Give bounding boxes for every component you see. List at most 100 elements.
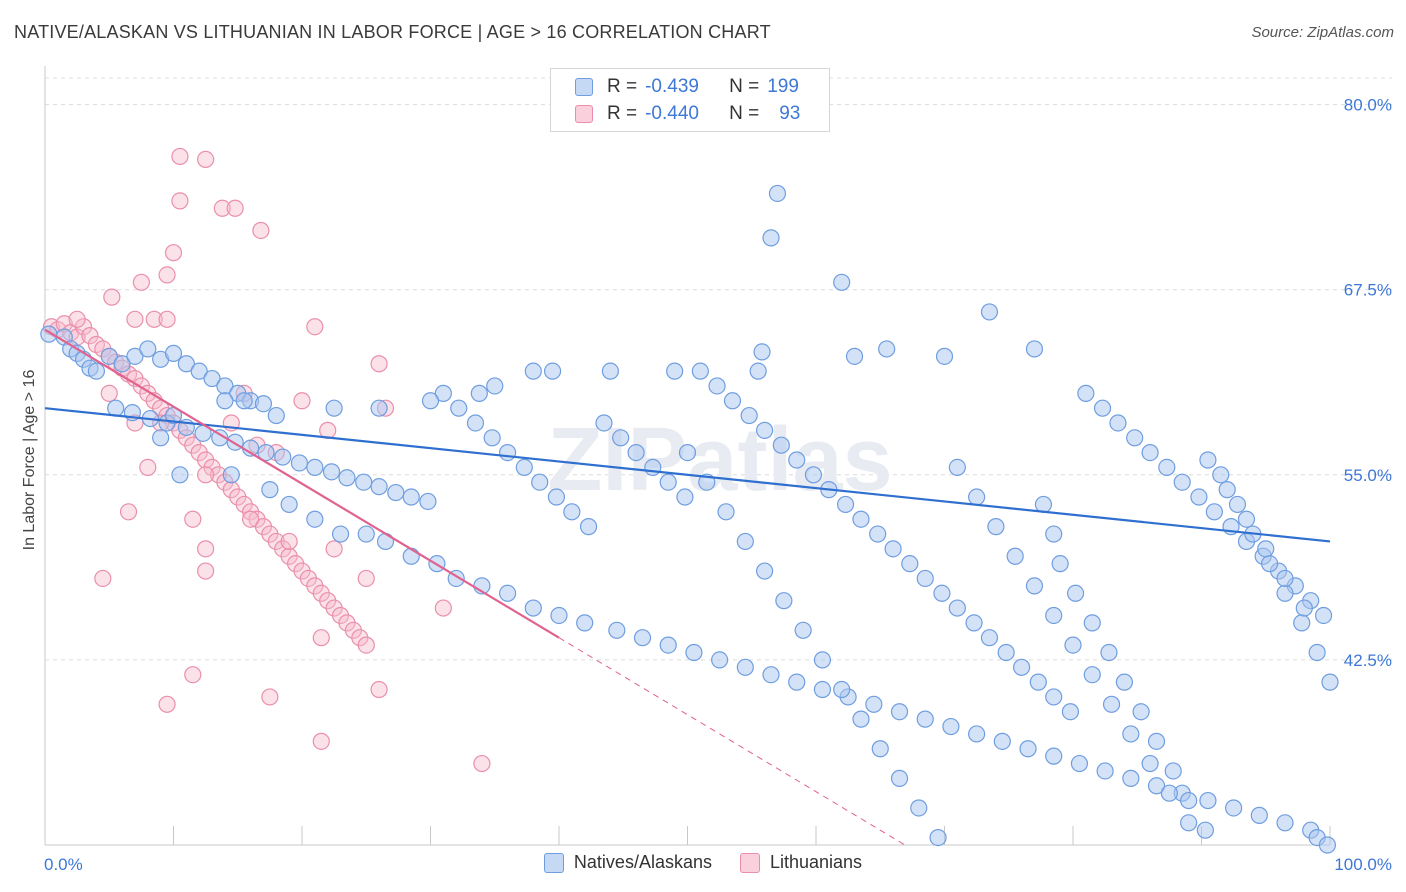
natives-point — [768, 184, 787, 203]
lithuanians-point — [312, 732, 330, 750]
natives-point — [499, 443, 517, 462]
natives-point — [1083, 614, 1101, 632]
natives-point — [775, 592, 793, 610]
natives-point — [813, 651, 832, 669]
natives-point — [1045, 747, 1063, 765]
natives-point — [865, 695, 883, 713]
lithuanians-point — [434, 599, 452, 617]
natives-point — [871, 740, 889, 758]
lithuanians-point — [370, 680, 388, 699]
natives-point — [1045, 606, 1063, 625]
natives-point — [1122, 725, 1140, 743]
y-tick-label: 80.0% — [1344, 96, 1392, 115]
lithuanians-point — [158, 310, 176, 328]
lithuanians-point — [158, 266, 176, 284]
chart-title: NATIVE/ALASKAN VS LITHUANIAN IN LABOR FO… — [14, 22, 771, 42]
natives-point — [126, 347, 144, 365]
lithuanians-point — [306, 318, 324, 336]
legend-r-value: -0.439 — [645, 76, 699, 97]
natives-point — [833, 273, 851, 291]
lithuanians-point — [312, 629, 330, 647]
natives-point — [1199, 451, 1217, 469]
lithuanians-point — [293, 392, 311, 410]
lithuanians-point — [81, 327, 99, 345]
natives-point — [916, 710, 934, 728]
natives-point — [1180, 814, 1198, 832]
natives-point — [152, 429, 170, 447]
legend-n-value: 93 — [779, 103, 801, 124]
natives-point — [235, 392, 253, 410]
natives-point — [306, 510, 324, 528]
lithuanians-point — [370, 355, 388, 373]
legend-swatch-blue — [575, 78, 593, 96]
trend-lines — [44, 328, 1331, 847]
lithuanians-point — [197, 540, 215, 558]
natives-point — [948, 599, 966, 617]
natives-point — [387, 483, 405, 502]
natives-point — [1132, 703, 1150, 721]
natives-point — [1083, 666, 1101, 684]
natives-point — [948, 458, 966, 477]
natives-point — [1126, 429, 1144, 447]
natives-point — [267, 406, 285, 425]
natives-point — [762, 666, 780, 684]
natives-point — [666, 362, 684, 380]
natives-point — [325, 399, 343, 417]
natives-point — [216, 392, 234, 410]
natives-point — [890, 703, 909, 721]
natives-point — [987, 518, 1005, 536]
natives-point — [717, 503, 735, 521]
natives-point — [736, 532, 754, 551]
natives-point — [788, 673, 806, 691]
natives-point — [1034, 495, 1053, 514]
legend-swatch-blue — [543, 852, 564, 873]
natives-point — [1029, 673, 1047, 691]
natives-point — [515, 458, 533, 477]
natives-point — [421, 392, 440, 410]
natives-point — [1293, 614, 1311, 632]
natives-point — [633, 629, 652, 647]
natives-point — [1164, 762, 1182, 780]
lithuanians-point — [126, 310, 144, 328]
lithuanians-point — [197, 150, 215, 169]
lithuanians-point — [226, 199, 244, 217]
legend-row-lithuanians: R = -0.440 N = 93 — [575, 102, 800, 126]
natives-point — [852, 510, 870, 528]
lithuanians-point — [325, 540, 343, 558]
natives-point — [772, 436, 790, 454]
natives-point — [980, 629, 999, 647]
natives-point — [1318, 836, 1337, 854]
natives-point — [1237, 510, 1256, 528]
natives-point — [280, 495, 298, 514]
natives-point — [1147, 732, 1166, 750]
natives-point — [1212, 466, 1230, 484]
natives-point — [177, 355, 195, 373]
x-tick-label-max: 100.0% — [1334, 855, 1392, 874]
natives-point — [1115, 673, 1134, 691]
natives-point — [845, 347, 864, 365]
natives-point — [968, 488, 986, 506]
natives-point — [1066, 584, 1085, 602]
lithuanians-point — [171, 147, 189, 166]
natives-point — [965, 614, 983, 632]
natives-point — [691, 362, 709, 380]
lithuanians-point — [171, 192, 189, 210]
natives-point — [1077, 384, 1095, 402]
natives-point — [755, 562, 774, 580]
natives-point — [1308, 643, 1326, 662]
natives-point — [740, 406, 758, 425]
legend-item-lithuanians: Lithuanians — [739, 852, 863, 873]
natives-point — [910, 799, 928, 817]
natives-point — [1257, 540, 1275, 558]
lithuanians-point — [261, 688, 279, 706]
lithuanians-point — [132, 273, 150, 291]
y-tick-label: 67.5% — [1344, 281, 1392, 300]
natives-point — [753, 343, 771, 361]
natives-point — [678, 443, 697, 462]
legend-label-lithuanians: Lithuanians — [769, 852, 863, 872]
tick-labels: 42.5% 55.0% 67.5% 80.0% 0.0% 100.0% In Labor F… — [21, 96, 1392, 874]
natives-point — [755, 421, 774, 439]
natives-point — [113, 355, 131, 373]
natives-point — [338, 469, 356, 487]
natives-point — [211, 429, 229, 447]
